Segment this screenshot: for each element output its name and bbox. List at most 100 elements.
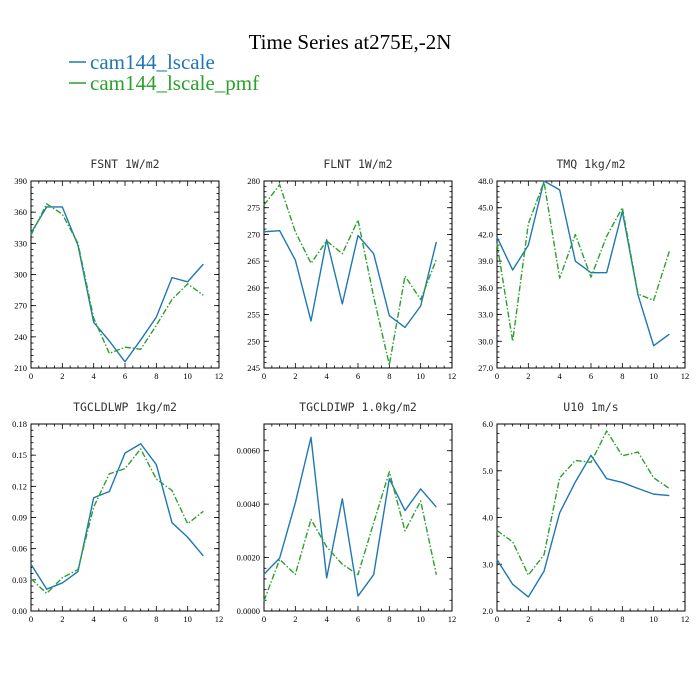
panel-fsnt-ytick-label: 390 xyxy=(14,176,27,186)
panel-flnt-ytick-label: 245 xyxy=(247,363,260,373)
panel-tmq-frame xyxy=(496,180,686,369)
panel-fsnt-title: FSNT 1W/m2 xyxy=(90,157,159,171)
panel-u10-xtick-label: 2 xyxy=(526,614,530,624)
panel-tgcldiwp-xtick-label: 6 xyxy=(356,614,360,624)
panel-tmq-xtick-label: 12 xyxy=(681,371,690,381)
panel-tmq-xtick-label: 10 xyxy=(649,371,658,381)
panel-tgcldiwp-xtick-label: 2 xyxy=(293,614,297,624)
panel-fsnt-xtick-label: 0 xyxy=(29,371,33,381)
panel-tmq-ytick-label: 36.0 xyxy=(478,283,493,293)
panel-flnt-xtick-label: 8 xyxy=(387,371,391,381)
panel-flnt-ytick-label: 280 xyxy=(247,176,260,186)
panel-flnt-xtick-label: 10 xyxy=(416,371,425,381)
panel-flnt-xtick-label: 6 xyxy=(356,371,360,381)
panel-tgcldlwp-series-cam144-lscale xyxy=(30,443,204,590)
panel-tmq-series-cam144-lscale-pmf xyxy=(496,181,670,342)
panel-fsnt-ytick-label: 330 xyxy=(14,238,27,248)
panel-tgcldlwp-ytick-label: 0.18 xyxy=(12,419,27,429)
panel-tgcldlwp-ytick-label: 0.09 xyxy=(12,513,27,523)
panel-flnt-xtick-label: 0 xyxy=(262,371,266,381)
panel-tgcldiwp-xtick-label: 4 xyxy=(325,614,330,624)
panel-u10-ytick-label: 6.0 xyxy=(482,419,493,429)
panel-flnt-ytick-label: 270 xyxy=(247,229,260,239)
panel-fsnt-xtick-label: 2 xyxy=(60,371,64,381)
panel-u10: U10 1m/s 0 2 4 6 8 10 12 2.0 3.0 4.0 5.0 6.0 xyxy=(482,400,689,624)
panel-u10-ytick-label: 4.0 xyxy=(482,513,493,523)
panel-flnt-title: FLNT 1W/m2 xyxy=(323,157,392,171)
legend-entry-lscale-pmf: cam144_lscale_pmf xyxy=(69,71,259,95)
panel-flnt-frame xyxy=(263,180,453,369)
panel-fsnt-ytick-label: 270 xyxy=(14,301,27,311)
panel-fsnt-xtick-label: 4 xyxy=(92,371,97,381)
panel-fsnt-xtick-label: 8 xyxy=(154,371,158,381)
panel-tmq-series-cam144-lscale xyxy=(496,180,670,347)
panel-tgcldlwp-ytick-label: 0.00 xyxy=(12,606,27,616)
panel-fsnt-xtick-label: 12 xyxy=(215,371,224,381)
panel-tgcldlwp: TGCLDLWP 1kg/m2 0 2 4 6 8 10 12 0.00 0.03 0.06 0.09… xyxy=(12,400,223,624)
panel-tmq-ytick-label: 42.0 xyxy=(478,229,493,239)
panel-fsnt-ytick-label: 360 xyxy=(14,207,27,217)
panel-flnt-xtick-label: 12 xyxy=(448,371,457,381)
panel-tmq-ytick-label: 33.0 xyxy=(478,310,493,320)
panel-tmq-xtick-label: 4 xyxy=(558,371,563,381)
panel-tgcldlwp-xtick-label: 2 xyxy=(60,614,64,624)
panel-tmq-title: TMQ 1kg/m2 xyxy=(556,157,625,171)
panel-fsnt: FSNT 1W/m2 0 2 4 6 8 10 12 210 240 270 300 330 360 390 xyxy=(14,157,223,381)
panel-tgcldiwp-xtick-label: 12 xyxy=(448,614,457,624)
panel-flnt: FLNT 1W/m2 0 2 4 6 8 10 12 245 250 255 260 265 270 275… xyxy=(247,157,456,381)
panel-u10-xtick-label: 0 xyxy=(495,614,499,624)
panel-tgcldiwp-series-cam144-lscale xyxy=(263,436,437,597)
panel-tgcldiwp-xtick-label: 8 xyxy=(387,614,391,624)
panel-fsnt-series-cam144-lscale xyxy=(30,206,204,363)
panel-u10-xtick-label: 8 xyxy=(620,614,624,624)
panel-fsnt-ytick-label: 210 xyxy=(14,363,27,373)
panel-u10-series-cam144-lscale-pmf xyxy=(496,430,670,576)
panel-tgcldiwp-series-cam144-lscale-pmf xyxy=(263,471,438,602)
panel-u10-xtick-label: 6 xyxy=(589,614,593,624)
panel-tmq-ytick-label: 39.0 xyxy=(478,256,493,266)
legend-entry-lscale: cam144_lscale xyxy=(69,50,215,74)
panel-tgcldlwp-xtick-label: 10 xyxy=(183,614,192,624)
panel-tgcldiwp-ytick-label: 0.0000 xyxy=(237,606,260,616)
panel-flnt-series-cam144-lscale xyxy=(263,229,438,329)
panel-tgcldiwp-title: TGCLDIWP 1.0kg/m2 xyxy=(299,400,417,414)
panel-tgcldlwp-xtick-label: 4 xyxy=(92,614,97,624)
panel-fsnt-series-cam144-lscale-pmf xyxy=(30,203,204,355)
panel-u10-frame xyxy=(496,423,686,612)
panel-u10-xtick-label: 12 xyxy=(681,614,690,624)
panel-flnt-ytick-label: 260 xyxy=(247,283,260,293)
panel-tgcldiwp-ytick-label: 0.0020 xyxy=(237,553,260,563)
panel-tgcldiwp: TGCLDIWP 1.0kg/m2 0 2 4 6 8 10 12 0.0000 0.0020 0.… xyxy=(237,400,457,624)
panel-tmq-ytick-label: 27.0 xyxy=(478,363,493,373)
panel-tmq-xtick-label: 8 xyxy=(620,371,624,381)
panels-grid: FSNT 1W/m20 2 4 6 8 10 12210240270300330360390… xyxy=(12,157,689,624)
panel-fsnt-frame xyxy=(30,180,220,369)
panel-flnt-ytick-label: 250 xyxy=(247,336,260,346)
panel-tmq-xtick-label: 0 xyxy=(495,371,499,381)
panel-tgcldlwp-ytick-label: 0.15 xyxy=(12,450,27,460)
panel-u10-ytick-label: 2.0 xyxy=(482,606,493,616)
panel-flnt-ytick-label: 255 xyxy=(247,310,260,320)
panel-flnt-xtick-label: 4 xyxy=(325,371,330,381)
panel-tmq: TMQ 1kg/m2 0 2 4 6 8 10 12 27.0 30.0 33.0 36.0 39.0 4… xyxy=(478,157,689,381)
panel-tmq-ytick-label: 45.0 xyxy=(478,203,493,213)
panel-u10-ytick-label: 3.0 xyxy=(482,559,493,569)
panel-tgcldlwp-xtick-label: 0 xyxy=(29,614,33,624)
panel-tgcldlwp-xtick-label: 12 xyxy=(215,614,224,624)
panel-u10-series-cam144-lscale xyxy=(496,454,670,598)
legend-label-lscale: cam144_lscale xyxy=(90,50,215,74)
panel-tgcldlwp-xtick-label: 6 xyxy=(123,614,127,624)
panel-u10-title: U10 1m/s xyxy=(563,400,618,414)
panel-tgcldlwp-title: TGCLDLWP 1kg/m2 xyxy=(73,400,177,414)
panel-tgcldiwp-ytick-label: 0.0040 xyxy=(237,499,260,509)
panel-fsnt-xtick-label: 10 xyxy=(183,371,192,381)
panel-tgcldiwp-xtick-label: 10 xyxy=(416,614,425,624)
panel-tmq-xtick-label: 6 xyxy=(589,371,593,381)
panel-tgcldiwp-xtick-label: 0 xyxy=(262,614,266,624)
panel-tgcldlwp-xtick-label: 8 xyxy=(154,614,158,624)
panel-tgcldlwp-series-cam144-lscale-pmf xyxy=(30,448,204,595)
panel-tgcldlwp-ytick-label: 0.12 xyxy=(12,481,27,491)
panel-u10-xtick-label: 10 xyxy=(649,614,658,624)
panel-tmq-ytick-label: 48.0 xyxy=(478,176,493,186)
